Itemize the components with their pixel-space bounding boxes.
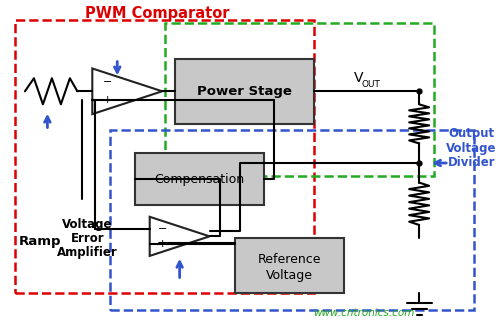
Bar [15, 20, 314, 293]
Text: V: V [354, 70, 364, 84]
Text: +: + [103, 96, 112, 105]
Bar [110, 130, 474, 310]
Text: Voltage: Voltage [266, 269, 313, 282]
Text: www.cntronics.com: www.cntronics.com [313, 308, 415, 318]
Text: Voltage: Voltage [446, 142, 497, 155]
Text: Output: Output [449, 127, 495, 140]
Text: −: − [103, 77, 112, 87]
Bar [165, 23, 434, 176]
Bar [135, 153, 264, 205]
Text: Voltage: Voltage [62, 218, 113, 231]
Text: Reference: Reference [257, 253, 321, 266]
Bar [175, 59, 314, 124]
Text: Amplifier: Amplifier [57, 246, 118, 259]
Text: Ramp: Ramp [18, 235, 61, 248]
Text: Compensation: Compensation [155, 173, 245, 186]
Text: PWM Comparator: PWM Comparator [85, 6, 230, 21]
Text: +: + [158, 239, 168, 249]
Text: OUT: OUT [362, 81, 381, 89]
Text: Divider: Divider [448, 156, 496, 170]
Text: −: − [158, 224, 168, 233]
Bar [235, 238, 344, 293]
Text: Error: Error [70, 232, 104, 245]
Text: Power Stage: Power Stage [197, 85, 292, 98]
